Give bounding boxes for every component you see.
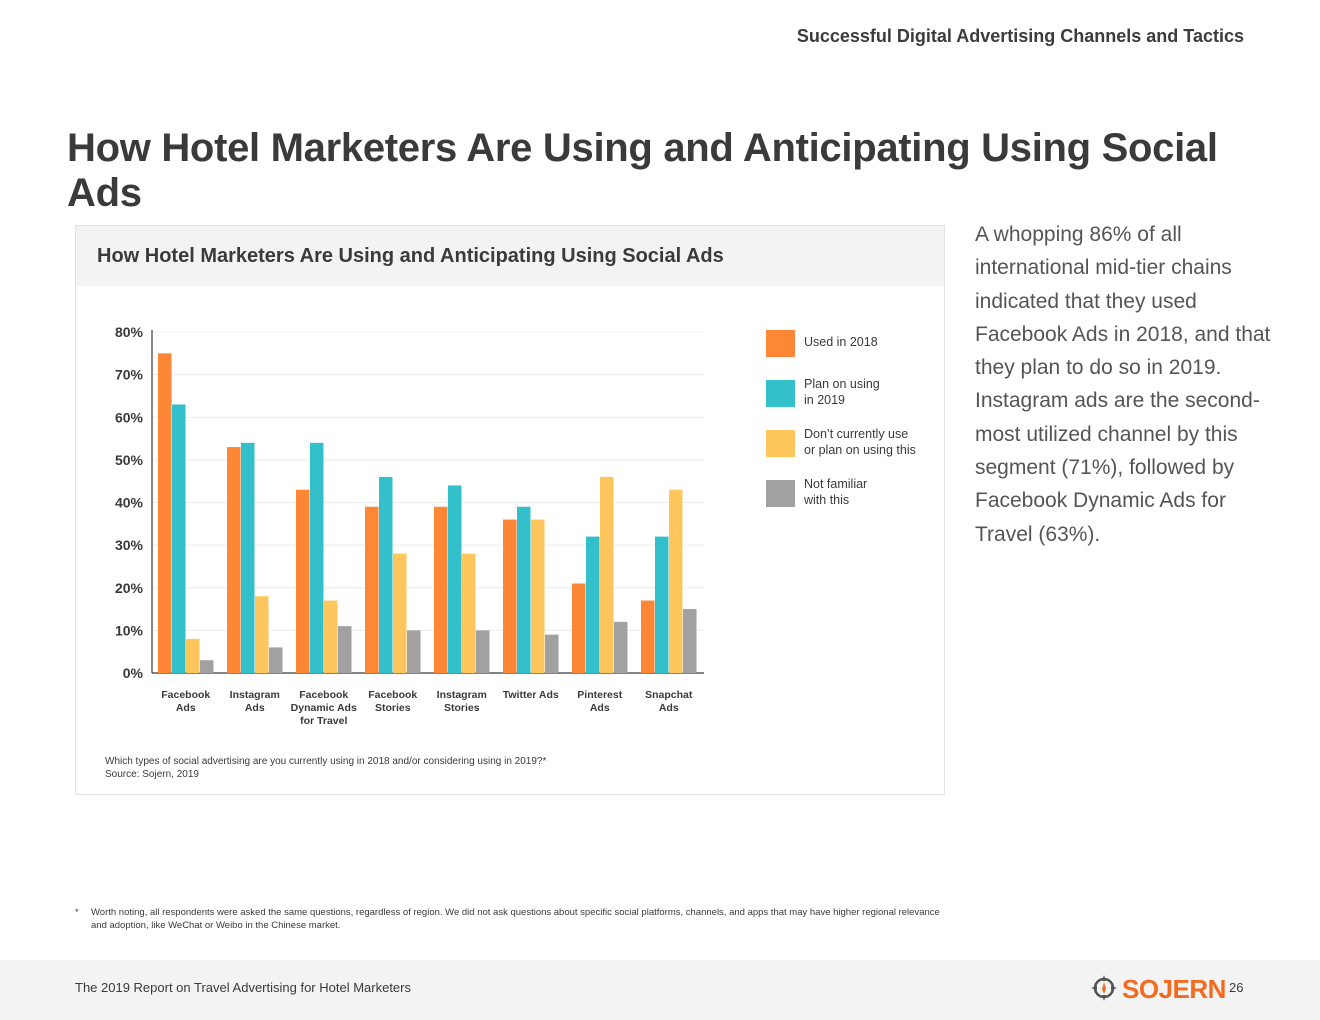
x-tick-label: Facebook [161, 689, 210, 701]
x-tick-label: Pinterest [577, 689, 622, 701]
compass-crosshair-icon [1091, 975, 1117, 1001]
x-tick-label: Stories [444, 702, 480, 714]
legend-swatch [766, 430, 795, 457]
y-tick-label: 0% [123, 665, 144, 681]
x-tick-label: for Travel [300, 715, 347, 727]
report-title: The 2019 Report on Travel Advertising fo… [75, 980, 411, 995]
x-tick-label: Instagram [437, 689, 487, 701]
bar-chart: 0%10%20%30%40%50%60%70%80%FacebookAdsIns… [115, 324, 704, 727]
bar [324, 600, 338, 673]
footnote-marker: * [75, 907, 79, 918]
bar [379, 476, 393, 673]
bar [641, 600, 655, 673]
y-tick-label: 20% [115, 580, 144, 596]
bar [545, 634, 559, 673]
bar [655, 536, 669, 673]
bar [462, 553, 476, 673]
page-number: 26 [1229, 980, 1244, 995]
legend-swatch [766, 330, 795, 357]
x-tick-label: Stories [375, 702, 411, 714]
bar [310, 442, 324, 673]
bar [241, 442, 255, 673]
bar [158, 353, 172, 673]
bar [338, 626, 352, 673]
section-header: Successful Digital Advertising Channels … [796, 26, 1244, 46]
chart-card-header: How Hotel Marketers Are Using and Antici… [76, 226, 944, 286]
side-commentary: A whopping 86% of all international mid-… [975, 223, 1271, 546]
bar [586, 536, 600, 673]
y-tick-label: 60% [115, 409, 144, 425]
legend-label: Not familiar with this [804, 477, 868, 507]
x-tick-label: Dynamic Ads [291, 702, 357, 714]
chart-card: How Hotel Marketers Are Using and Antici… [75, 225, 945, 795]
x-tick-label: Ads [245, 702, 265, 714]
bar [683, 609, 697, 673]
x-tick-label: Facebook [368, 689, 417, 701]
bar [669, 489, 683, 673]
bar [407, 630, 421, 673]
bar [269, 647, 283, 673]
bar [255, 596, 269, 673]
legend-swatch [766, 380, 795, 407]
y-tick-label: 70% [115, 367, 144, 383]
bar [600, 476, 614, 673]
y-tick-label: 10% [115, 622, 144, 638]
x-tick-label: Twitter Ads [503, 689, 559, 701]
survey-question-note: Which types of social advertising are yo… [105, 756, 547, 767]
bar [448, 485, 462, 673]
x-tick-label: Instagram [230, 689, 280, 701]
bar [365, 506, 379, 673]
page-footer: The 2019 Report on Travel Advertising fo… [0, 960, 1320, 1020]
legend-label: Used in 2018 [804, 335, 878, 349]
bar [434, 506, 448, 673]
bar [172, 404, 186, 673]
bar [572, 583, 586, 673]
y-tick-label: 30% [115, 537, 144, 553]
bar [227, 447, 241, 673]
bar [296, 489, 310, 673]
bar [200, 660, 214, 673]
bar [186, 638, 200, 673]
x-tick-label: Ads [590, 702, 610, 714]
legend-swatch [766, 480, 795, 507]
bar [614, 621, 628, 673]
bar [393, 553, 407, 673]
source-note: Source: Sojern, 2019 [105, 769, 199, 780]
y-tick-label: 50% [115, 452, 144, 468]
bar [503, 519, 517, 673]
bar [531, 519, 545, 673]
y-tick-label: 40% [115, 495, 144, 511]
chart-notes: Which types of social advertising are yo… [105, 755, 546, 781]
y-tick-label: 80% [115, 324, 144, 340]
bar [476, 630, 490, 673]
legend-label: Plan on using in 2019 [804, 377, 880, 407]
x-tick-label: Snapchat [645, 689, 693, 701]
legend-label: Don’t currently use or plan on using this [804, 427, 916, 457]
footnote-text: Worth noting, all respondents were asked… [91, 907, 940, 931]
x-tick-label: Facebook [299, 689, 348, 701]
brand-name: SOJERN [1122, 974, 1226, 1004]
x-tick-label: Ads [659, 702, 679, 714]
x-tick-label: Ads [176, 702, 196, 714]
page-title: How Hotel Marketers Are Using and Antici… [67, 126, 1218, 215]
bar [517, 506, 531, 673]
chart-title: How Hotel Marketers Are Using and Antici… [97, 245, 724, 267]
